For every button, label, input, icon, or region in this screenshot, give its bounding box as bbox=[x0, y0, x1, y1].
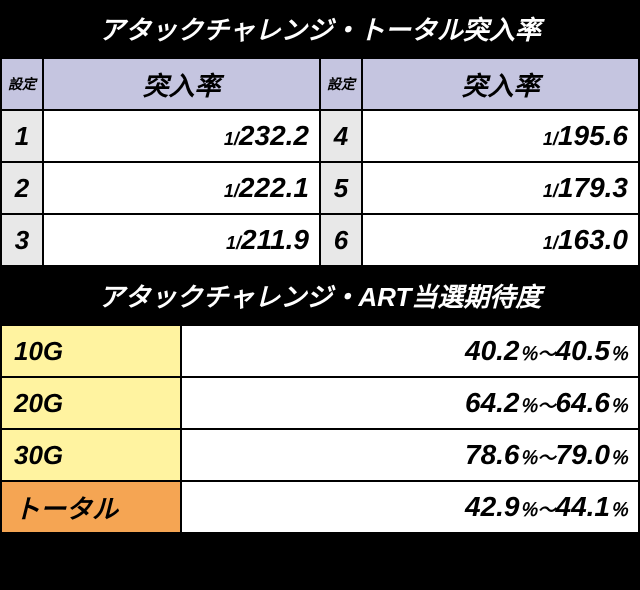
header-rate-b: 突入率 bbox=[362, 58, 639, 110]
game-label: 20G bbox=[1, 377, 181, 429]
rate-cell: 1/222.1 bbox=[43, 162, 320, 214]
header-settei-b: 設定 bbox=[320, 58, 362, 110]
table-row: 20G 64.2％～64.6％ bbox=[1, 377, 639, 429]
expectation-table: 10G 40.2％～40.5％ 20G 64.2％～64.6％ 30G 78.6… bbox=[0, 324, 640, 534]
pct-cell: 78.6％～79.0％ bbox=[181, 429, 639, 481]
settei-cell: 5 bbox=[320, 162, 362, 214]
header-settei-a: 設定 bbox=[1, 58, 43, 110]
game-label: 30G bbox=[1, 429, 181, 481]
rate-cell: 1/195.6 bbox=[362, 110, 639, 162]
table1-header-row: 設定 突入率 設定 突入率 bbox=[1, 58, 639, 110]
game-label-total: トータル bbox=[1, 481, 181, 533]
settei-cell: 2 bbox=[1, 162, 43, 214]
table2-title: アタックチャレンジ・ART当選期待度 bbox=[0, 267, 640, 324]
table-row: 30G 78.6％～79.0％ bbox=[1, 429, 639, 481]
header-rate-a: 突入率 bbox=[43, 58, 320, 110]
rate-cell: 1/179.3 bbox=[362, 162, 639, 214]
table-row: 3 1/211.9 6 1/163.0 bbox=[1, 214, 639, 266]
settei-cell: 1 bbox=[1, 110, 43, 162]
pct-cell: 64.2％～64.6％ bbox=[181, 377, 639, 429]
settei-cell: 6 bbox=[320, 214, 362, 266]
table-row: 1 1/232.2 4 1/195.6 bbox=[1, 110, 639, 162]
rate-cell: 1/232.2 bbox=[43, 110, 320, 162]
table-row: 2 1/222.1 5 1/179.3 bbox=[1, 162, 639, 214]
rate-cell: 1/163.0 bbox=[362, 214, 639, 266]
rate-cell: 1/211.9 bbox=[43, 214, 320, 266]
table1-title: アタックチャレンジ・トータル突入率 bbox=[0, 0, 640, 57]
entry-rate-table: 設定 突入率 設定 突入率 1 1/232.2 4 1/195.6 2 1/22… bbox=[0, 57, 640, 267]
settei-cell: 3 bbox=[1, 214, 43, 266]
table-row: 10G 40.2％～40.5％ bbox=[1, 325, 639, 377]
settei-cell: 4 bbox=[320, 110, 362, 162]
game-label: 10G bbox=[1, 325, 181, 377]
pct-cell: 42.9％～44.1％ bbox=[181, 481, 639, 533]
tables-container: アタックチャレンジ・トータル突入率 設定 突入率 設定 突入率 1 1/232.… bbox=[0, 0, 640, 590]
pct-cell: 40.2％～40.5％ bbox=[181, 325, 639, 377]
table-row: トータル 42.9％～44.1％ bbox=[1, 481, 639, 533]
